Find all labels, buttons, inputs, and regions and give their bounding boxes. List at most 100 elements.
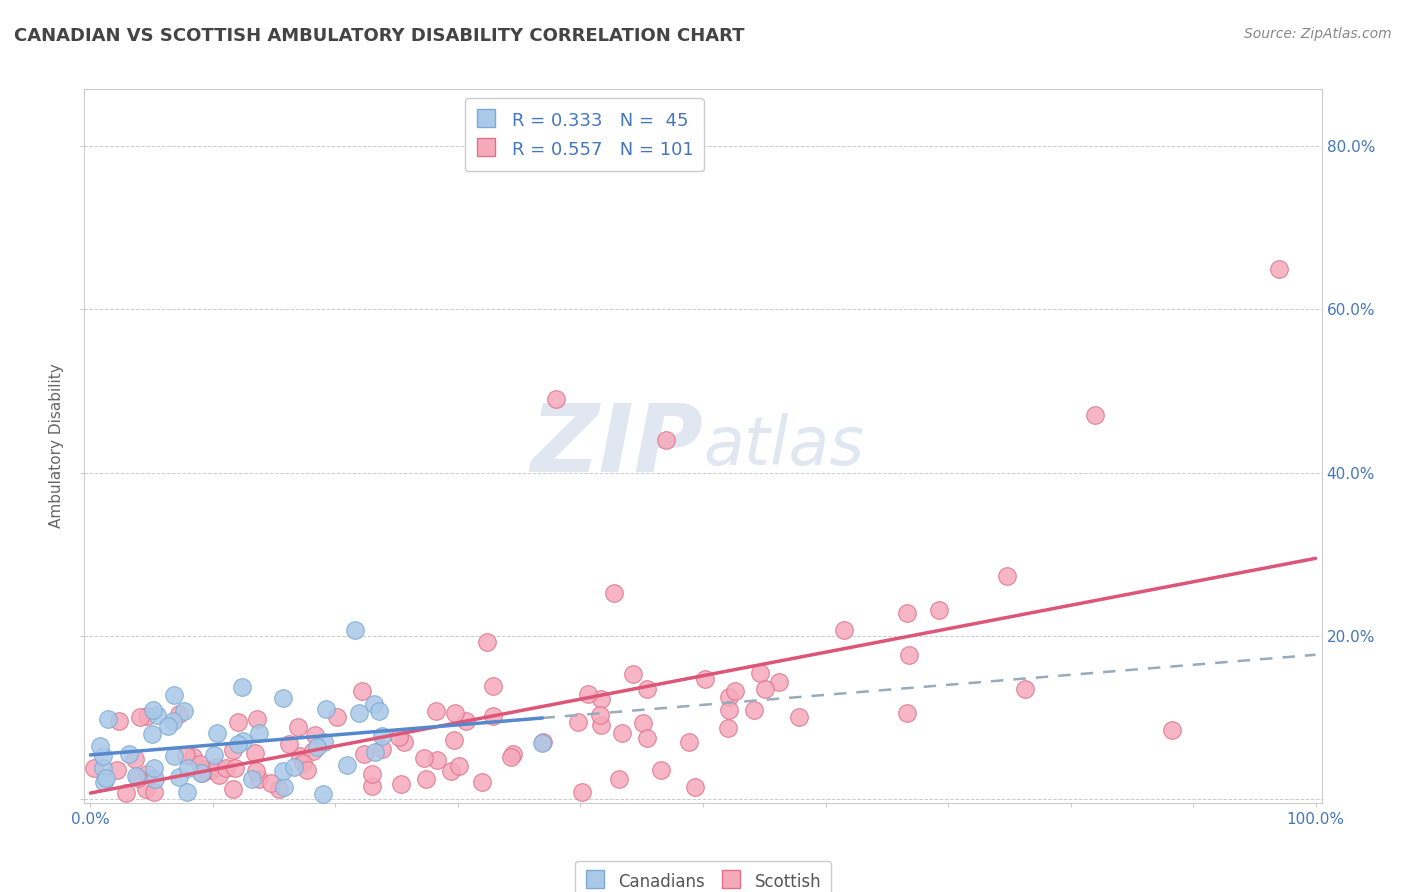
Point: [636, 731, 658, 745]
Point: [202, 748, 225, 763]
Point: [413, 751, 436, 765]
Point: [426, 753, 449, 767]
Point: [305, 740, 328, 755]
Point: [215, 761, 238, 775]
Point: [312, 735, 335, 749]
Point: [607, 772, 630, 786]
Point: [243, 747, 266, 761]
Point: [207, 760, 229, 774]
Point: [997, 568, 1019, 582]
Point: [1084, 409, 1107, 423]
Point: [392, 735, 415, 749]
Point: [221, 782, 243, 797]
Point: [425, 704, 447, 718]
Point: [301, 744, 323, 758]
Point: [83, 760, 105, 774]
Point: [363, 697, 385, 711]
Point: [312, 787, 335, 801]
Point: [567, 714, 589, 729]
Point: [440, 764, 463, 778]
Point: [636, 681, 658, 696]
Point: [1014, 681, 1036, 696]
Point: [344, 623, 367, 637]
Point: [283, 760, 305, 774]
Point: [208, 768, 231, 782]
Point: [89, 739, 111, 753]
Point: [576, 687, 599, 701]
Point: [273, 764, 295, 778]
Point: [143, 772, 166, 787]
Point: [271, 691, 294, 706]
Point: [174, 748, 197, 763]
Point: [226, 737, 249, 751]
Point: [245, 764, 267, 778]
Point: [124, 769, 146, 783]
Point: [742, 703, 765, 717]
Point: [444, 706, 467, 721]
Point: [157, 719, 180, 733]
Point: [678, 735, 700, 749]
Point: [371, 729, 394, 743]
Point: [655, 433, 678, 447]
Point: [315, 702, 337, 716]
Point: [350, 684, 373, 698]
Point: [367, 704, 389, 718]
Point: [749, 665, 772, 680]
Point: [91, 749, 114, 764]
Point: [454, 714, 477, 728]
Point: [336, 758, 359, 772]
Point: [1268, 261, 1291, 276]
Point: [205, 726, 228, 740]
Point: [143, 762, 166, 776]
Point: [897, 648, 920, 663]
Point: [361, 766, 384, 780]
Point: [188, 756, 211, 771]
Point: [754, 681, 776, 696]
Point: [273, 780, 295, 795]
Point: [176, 785, 198, 799]
Point: [146, 708, 169, 723]
Legend: Canadians, Scottish: Canadians, Scottish: [575, 861, 831, 892]
Point: [896, 606, 918, 620]
Point: [173, 704, 195, 718]
Text: Source: ZipAtlas.com: Source: ZipAtlas.com: [1244, 27, 1392, 41]
Point: [353, 747, 375, 761]
Point: [717, 721, 740, 735]
Point: [471, 775, 494, 789]
Point: [603, 586, 626, 600]
Point: [94, 771, 117, 785]
Point: [93, 774, 115, 789]
Point: [610, 726, 633, 740]
Point: [277, 737, 299, 751]
Point: [231, 680, 253, 694]
Point: [531, 736, 554, 750]
Point: [347, 706, 370, 720]
Point: [246, 712, 269, 726]
Point: [97, 712, 120, 726]
Point: [768, 675, 790, 690]
Point: [475, 635, 498, 649]
Point: [415, 772, 437, 786]
Point: [114, 787, 136, 801]
Point: [226, 714, 249, 729]
Point: [91, 761, 114, 775]
Point: [162, 714, 184, 728]
Point: [364, 745, 387, 759]
Point: [326, 710, 349, 724]
Point: [108, 714, 131, 728]
Point: [928, 603, 950, 617]
Point: [650, 764, 672, 778]
Point: [832, 624, 855, 638]
Point: [360, 779, 382, 793]
Point: [287, 720, 309, 734]
Point: [240, 772, 263, 787]
Point: [544, 392, 567, 406]
Point: [127, 771, 149, 785]
Point: [304, 728, 326, 742]
Point: [135, 767, 157, 781]
Point: [105, 763, 128, 777]
Point: [247, 772, 270, 786]
Point: [288, 748, 311, 763]
Point: [200, 764, 222, 778]
Point: [143, 785, 166, 799]
